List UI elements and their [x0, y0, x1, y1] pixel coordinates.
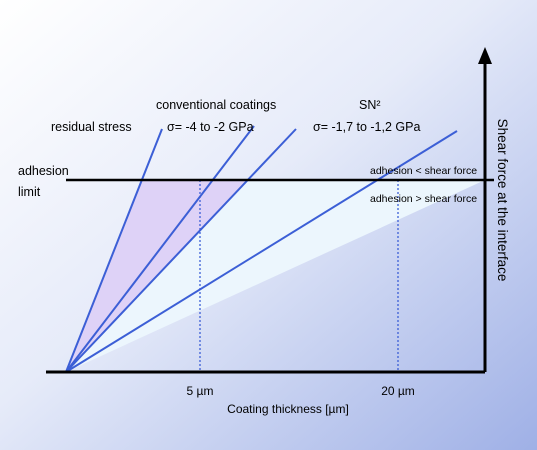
- y-axis-arrow-icon: [478, 47, 492, 64]
- adhesion-less-than-shear-label: adhesion < shear force: [370, 165, 477, 177]
- tick-5um-label: 5 µm: [187, 384, 214, 398]
- adhesion-greater-than-shear-label: adhesion > shear force: [370, 193, 477, 205]
- residual-stress-line: [65, 128, 163, 373]
- sn2-label: SN²: [359, 98, 381, 112]
- y-axis-title: Shear force at the interface: [495, 119, 510, 282]
- residual-stress-label: residual stress: [51, 120, 132, 134]
- x-axis-title: Coating thickness [µm]: [227, 402, 349, 416]
- sn2-region: [66, 180, 485, 372]
- conventional-stress-range-label: σ= -4 to -2 GPa: [167, 120, 254, 134]
- conventional-steep-line: [65, 125, 255, 373]
- sn2-stress-range-label: σ= -1,7 to -1,2 GPa: [313, 120, 420, 134]
- conventional-coatings-label: conventional coatings: [156, 98, 276, 112]
- tick-20um-label: 20 µm: [381, 384, 415, 398]
- sn2-shallow-line: [65, 130, 458, 373]
- adhesion-label: adhesion: [18, 164, 69, 178]
- limit-label: limit: [18, 185, 41, 199]
- sn2-steep-line: [65, 128, 297, 373]
